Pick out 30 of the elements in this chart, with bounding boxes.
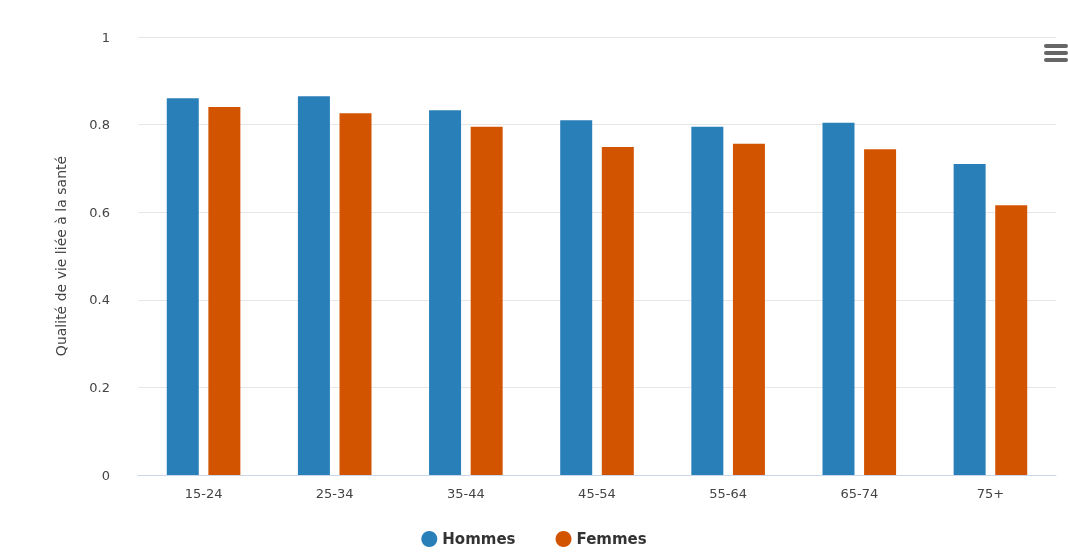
bar bbox=[560, 120, 593, 475]
y-tick-label: 1 bbox=[101, 29, 110, 45]
y-tick-label: 0 bbox=[101, 467, 110, 483]
bar bbox=[297, 96, 330, 475]
bar bbox=[953, 164, 986, 475]
legend-label: Femmes bbox=[576, 530, 647, 548]
bar bbox=[995, 205, 1028, 475]
x-tick-label: 45-54 bbox=[578, 486, 616, 501]
legend-label: Hommes bbox=[442, 530, 516, 548]
x-tick-label: 55-64 bbox=[709, 486, 748, 501]
x-tick-label: 35-44 bbox=[446, 486, 485, 501]
y-tick-label: 0.8 bbox=[89, 117, 110, 133]
bar bbox=[864, 149, 897, 475]
bar bbox=[691, 126, 724, 475]
bar bbox=[732, 143, 765, 475]
bar bbox=[166, 98, 199, 475]
y-tick-label: 0.6 bbox=[89, 204, 110, 220]
x-tick-label: 65-74 bbox=[840, 486, 879, 501]
x-tick-label: 15-24 bbox=[184, 486, 223, 501]
y-axis-title: Qualité de vie liée à la santé bbox=[53, 155, 69, 357]
y-tick-label: 0.4 bbox=[89, 292, 110, 308]
bar bbox=[429, 110, 462, 475]
bar bbox=[339, 113, 372, 475]
y-tick-label: 0.2 bbox=[89, 379, 110, 395]
x-tick-label: 75+ bbox=[976, 486, 1005, 501]
bar bbox=[822, 122, 855, 475]
bar bbox=[601, 146, 634, 475]
bar bbox=[208, 107, 241, 475]
x-tick-label: 25-34 bbox=[315, 486, 354, 501]
bar bbox=[470, 126, 503, 475]
